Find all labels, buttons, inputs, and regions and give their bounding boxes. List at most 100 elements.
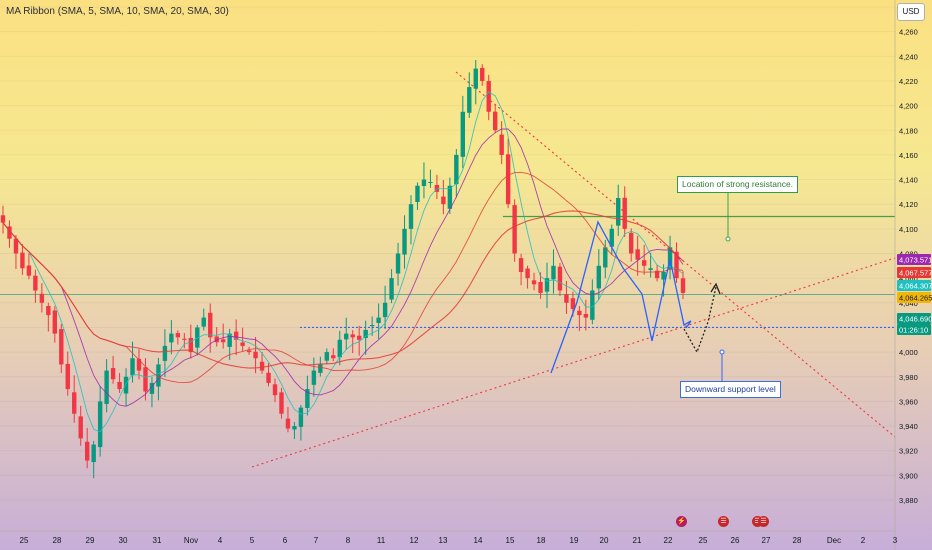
candle-body — [52, 310, 58, 334]
candle-body — [544, 278, 550, 292]
y-tick-label: 3,880 — [899, 496, 918, 505]
candle-body — [421, 179, 427, 187]
candle-body — [136, 358, 142, 371]
candle-body — [641, 260, 647, 266]
x-axis: 25 28 29 30 31 Nov 4 5 6 7 8 11 12 13 14 15 18 19 20 21 22 25… — [0, 530, 898, 545]
us-flag-icon[interactable]: ☰ — [718, 516, 729, 527]
indicator-legend[interactable]: MA Ribbon (SMA, 5, SMA, 10, SMA, 20, SMA… — [6, 6, 229, 17]
candle-body — [570, 298, 576, 309]
candle-body — [596, 265, 602, 289]
x-tick-label: 26 — [731, 536, 740, 545]
support-anchor — [719, 349, 725, 355]
candle-body — [499, 134, 504, 155]
candle-body — [389, 278, 394, 300]
candle-body — [7, 226, 12, 239]
y-tick-label: 4,240 — [899, 52, 918, 61]
y-tick-label: 4,060 — [899, 274, 918, 283]
moving-averages — [2, 91, 684, 433]
candle-body — [169, 333, 174, 343]
y-tick-label: 4,100 — [899, 225, 918, 234]
x-tick-label: 5 — [250, 536, 255, 545]
price-label-bg — [897, 280, 931, 291]
resistance-annotation[interactable]: Location of strong resistance. — [677, 176, 799, 193]
y-tick-label: 4,140 — [899, 176, 918, 185]
candle-body — [648, 268, 653, 270]
x-tick-label: 15 — [506, 536, 515, 545]
drawings — [550, 193, 731, 381]
ma-line-30 — [2, 210, 684, 369]
candle-body — [635, 249, 640, 260]
x-tick-label: 3 — [893, 536, 898, 545]
candle-body — [331, 355, 336, 359]
candle-body — [46, 305, 51, 316]
ma-line-10 — [2, 128, 684, 407]
candle-body — [538, 282, 543, 293]
candle-body — [175, 333, 181, 338]
price-label: 4,064.307 — [899, 282, 932, 291]
support-annotation[interactable]: Downward support level — [680, 381, 781, 398]
resistance-anchor — [725, 236, 731, 242]
candle-body — [279, 392, 284, 414]
trendlines — [0, 71, 896, 468]
candle-body — [143, 367, 148, 392]
lightning-icon[interactable]: ⚡ — [676, 516, 687, 527]
y-tick-label: 4,220 — [899, 77, 918, 86]
candle-body — [59, 329, 64, 365]
us-flag-icon[interactable]: ☰ — [758, 516, 769, 527]
price-label-bg — [897, 254, 931, 265]
candle-body — [130, 358, 135, 376]
candle-body — [240, 342, 245, 346]
y-tick-label: 4,000 — [899, 348, 918, 357]
candle-body — [363, 329, 368, 339]
candle-body — [531, 280, 537, 285]
y-tick-label: 4,180 — [899, 126, 918, 135]
candle-body — [395, 253, 401, 274]
x-tick-label: 18 — [537, 536, 546, 545]
candle-body — [512, 205, 517, 254]
candle-body — [117, 381, 122, 390]
price-label: 4,064.265 — [899, 294, 932, 303]
x-tick-label: 20 — [600, 536, 609, 545]
x-tick-label: 29 — [86, 536, 95, 545]
x-tick-label: 12 — [410, 536, 419, 545]
candle-body — [104, 370, 109, 405]
candle-body — [337, 339, 342, 358]
price-label: 4,046.690 — [899, 315, 932, 324]
us-flag-icon[interactable]: ☰ — [752, 516, 763, 527]
x-tick-label: 19 — [570, 536, 579, 545]
candle-body — [382, 302, 388, 318]
price-label-bg — [897, 267, 931, 278]
countdown-label: 01:26:10 — [899, 326, 928, 335]
x-tick-label: 28 — [53, 536, 62, 545]
candle-body — [356, 335, 362, 340]
candle-body — [182, 338, 187, 340]
candle-body — [266, 372, 271, 383]
candle-body — [609, 228, 614, 247]
grid — [0, 6, 895, 501]
candle-body — [123, 376, 129, 394]
candle-body — [577, 310, 582, 316]
candle-body — [376, 317, 381, 323]
candle-body — [285, 418, 291, 429]
candle-body — [480, 67, 485, 81]
candle-body — [518, 258, 524, 272]
price-label: 4,073.571 — [899, 256, 932, 265]
candle-body — [680, 278, 686, 293]
y-tick-label: 3,960 — [899, 397, 918, 406]
candle-body — [13, 238, 19, 254]
candle-body — [110, 368, 116, 380]
candle-body — [628, 232, 634, 254]
candle-body — [408, 204, 414, 229]
candle-body — [188, 337, 194, 353]
currency-button[interactable]: USD — [897, 3, 925, 21]
candle-body — [72, 392, 77, 414]
candle-body — [467, 87, 472, 113]
x-tick-label: 7 — [314, 536, 319, 545]
candle-body — [324, 352, 330, 361]
candle-body — [350, 334, 355, 338]
candle-body — [227, 333, 232, 347]
candle-body — [557, 266, 563, 291]
candle-body — [149, 382, 155, 394]
